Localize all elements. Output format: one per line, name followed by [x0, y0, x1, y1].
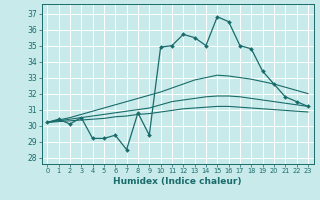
X-axis label: Humidex (Indice chaleur): Humidex (Indice chaleur) [113, 177, 242, 186]
